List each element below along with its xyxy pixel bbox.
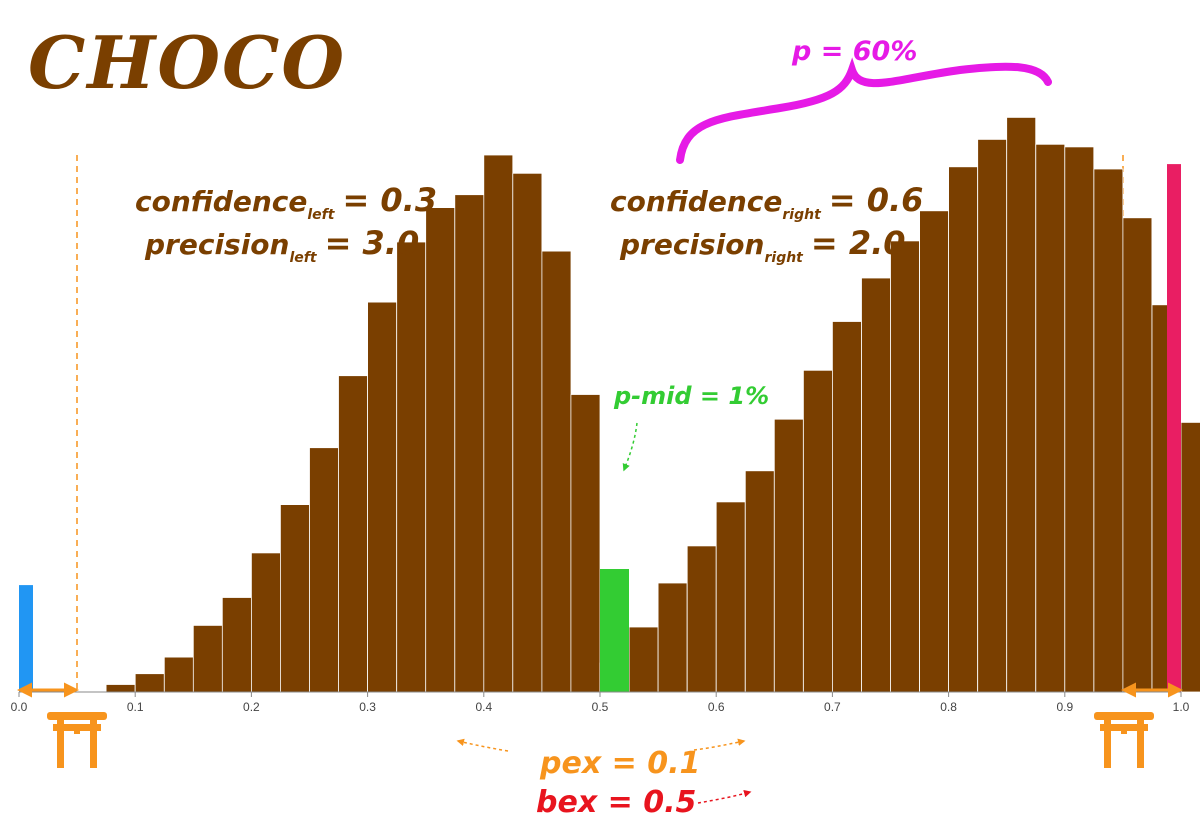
histogram-bar <box>948 166 978 693</box>
histogram-bar <box>541 250 572 693</box>
histogram-bar <box>890 240 920 693</box>
histogram-bar <box>832 321 862 693</box>
histogram-bar <box>600 569 629 692</box>
x-tick-label: 0.5 <box>592 700 609 714</box>
torii-gate-icon <box>1094 712 1154 768</box>
x-tick-label: 0.6 <box>708 700 725 714</box>
histogram-bar <box>512 172 543 693</box>
histogram-bar <box>803 369 833 693</box>
histogram-bar <box>570 394 601 693</box>
precision-left-label: precisionleft = 3.0 <box>144 224 419 266</box>
histogram-bar <box>338 375 369 693</box>
pex-label: pex = 0.1 <box>539 746 700 781</box>
histogram-bar <box>454 194 485 693</box>
histogram-bar <box>773 418 804 693</box>
confidence-right-label: confidenceright = 0.6 <box>610 181 923 223</box>
x-tick-label: 0.4 <box>475 700 492 714</box>
histogram-bar <box>1167 164 1181 693</box>
histogram-bar <box>367 301 398 693</box>
histogram-bar <box>134 673 165 693</box>
bex-label: bex = 0.5 <box>536 785 696 820</box>
x-tick-label: 0.2 <box>243 700 260 714</box>
precision-right-label: precisionright = 2.0 <box>619 224 906 266</box>
p-label: p = 60% <box>791 36 917 67</box>
histogram-bar <box>744 470 775 693</box>
histogram-bar <box>1122 217 1153 693</box>
histogram-bar <box>1064 146 1095 693</box>
histogram-bar <box>19 585 33 692</box>
histogram-bar <box>861 277 891 693</box>
torii-gate-icon <box>47 712 107 768</box>
p-mid-arrow <box>622 422 638 472</box>
x-tick-label: 0.0 <box>11 700 28 714</box>
histogram-bars <box>19 117 1200 693</box>
histogram-bar <box>425 207 456 693</box>
histogram-bar <box>105 684 136 693</box>
x-tick-label: 0.8 <box>940 700 957 714</box>
pex-arrow-right <box>693 738 746 751</box>
histogram-bar <box>1180 421 1200 693</box>
histogram-bar <box>919 210 949 693</box>
histogram-bar <box>483 154 514 693</box>
x-tick-label: 0.1 <box>127 700 144 714</box>
confidence-left-label: confidenceleft = 0.3 <box>135 181 437 223</box>
histogram-bar <box>1093 168 1124 693</box>
histogram-bar <box>977 138 1008 693</box>
histogram-bar <box>396 241 427 693</box>
histogram-bar <box>1035 143 1066 693</box>
histogram-bar <box>192 625 223 693</box>
x-tick-label: 0.9 <box>1056 700 1073 714</box>
histogram-bar <box>628 626 659 693</box>
histogram-bar <box>309 447 340 693</box>
histogram-bar <box>250 552 281 693</box>
chart-title: CHOCO <box>28 20 346 105</box>
x-tick-label: 0.7 <box>824 700 841 714</box>
x-ticks: 0.0 0.1 0.2 0.3 0.4 0.5 0.6 0.7 0.8 0.9 1.0 <box>11 692 1190 714</box>
pex-arrow-left <box>456 738 509 752</box>
histogram-bar <box>221 597 252 693</box>
p-brace <box>676 57 1052 164</box>
x-tick-label: 1.0 <box>1173 700 1190 714</box>
p-mid-label: p-mid = 1% <box>613 382 769 410</box>
bex-arrow <box>697 789 752 804</box>
histogram-bar <box>279 504 310 693</box>
histogram-bar <box>163 656 194 693</box>
histogram-bar <box>657 582 688 693</box>
x-tick-label: 0.3 <box>359 700 376 714</box>
histogram-bar <box>1006 117 1037 693</box>
histogram-bar <box>715 501 746 693</box>
histogram-bar <box>686 545 717 693</box>
